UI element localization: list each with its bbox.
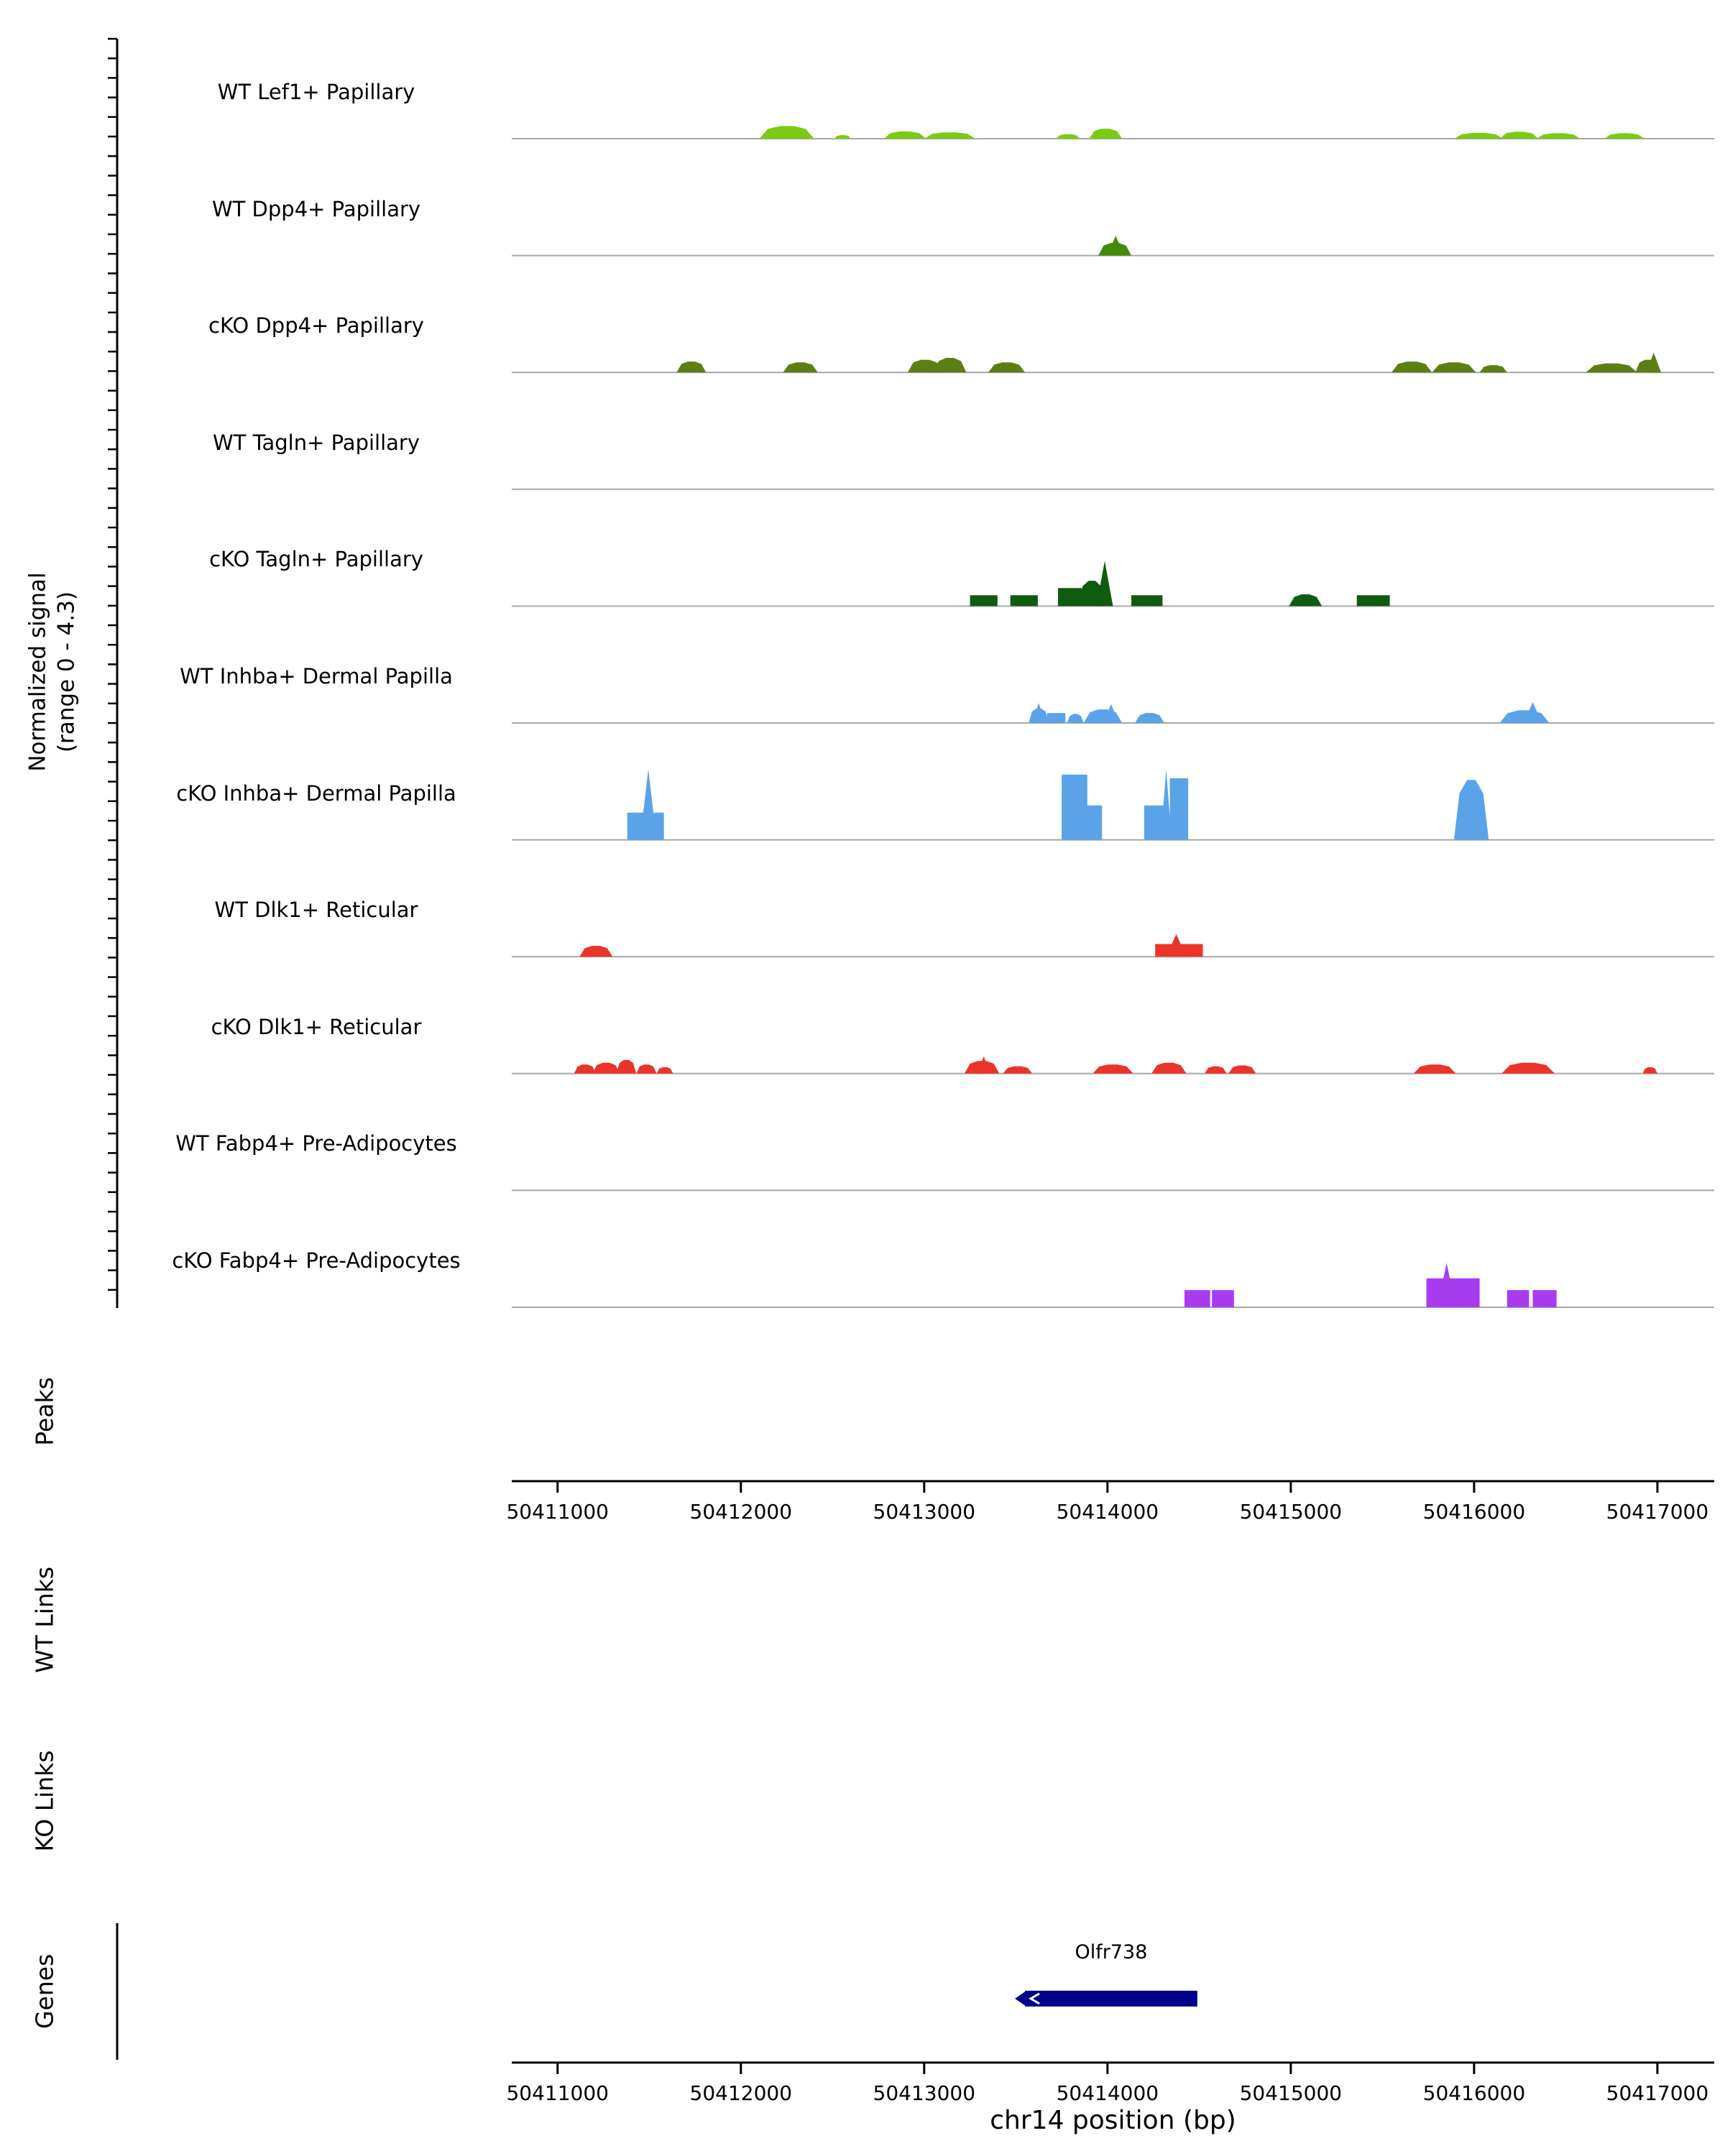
- track-label-4: WT Tagln+ Papillary: [212, 430, 420, 455]
- signal-peak: [1056, 134, 1080, 139]
- track-label-9: cKO Dlk1+ Reticular: [211, 1014, 422, 1039]
- signal-peak: [1103, 704, 1119, 723]
- signal-peak: [1413, 1064, 1456, 1074]
- signal-peak: [1151, 1062, 1187, 1074]
- signal-peak: [640, 769, 657, 840]
- track-label-8: WT Dlk1+ Reticular: [214, 898, 418, 923]
- signal-peak: [1010, 595, 1038, 607]
- signal-peak: [1062, 774, 1087, 840]
- signal-peak: [1135, 713, 1164, 723]
- signal-peak: [1506, 1290, 1530, 1307]
- signal-peak: [1003, 1066, 1033, 1074]
- signal-peak: [1096, 561, 1113, 607]
- signal-peak: [1092, 1064, 1133, 1074]
- signal-peak: [1479, 365, 1507, 373]
- section-label-genes: Genes: [30, 1953, 59, 2030]
- signal-peak: [574, 1064, 597, 1074]
- gene-strand-chevron: [1029, 1992, 1040, 2005]
- track-label-10: WT Fabp4+ Pre-Adipocytes: [175, 1131, 457, 1156]
- signal-peak: [1144, 805, 1164, 840]
- genomic-tick-label: 50416000: [1423, 2081, 1526, 2105]
- genomic-tick-label: 50411000: [506, 2081, 609, 2105]
- genomic-tick-label: 50411000: [506, 1500, 609, 1524]
- signal-peak: [1532, 1290, 1557, 1307]
- signal-peak: [1642, 1067, 1657, 1074]
- track-label-6: WT Inhba+ Dermal Papilla: [180, 664, 453, 688]
- signal-peak: [1205, 1066, 1227, 1074]
- signal-peak: [783, 362, 818, 373]
- signal-peak: [1392, 361, 1432, 373]
- signal-peak: [924, 132, 976, 139]
- signal-peak: [1085, 805, 1103, 840]
- gene-strand-arrow: [1015, 1991, 1027, 2007]
- signal-peak: [883, 131, 926, 139]
- signal-peak: [977, 1056, 990, 1074]
- signal-peak: [616, 1059, 637, 1074]
- signal-peak: [834, 135, 851, 139]
- genomic-tick-label: 50412000: [690, 1500, 793, 1524]
- signal-peak: [1437, 1263, 1456, 1307]
- genomic-tick-label: 50413000: [873, 1500, 976, 1524]
- signal-peak: [636, 1064, 657, 1074]
- signal-peak: [1586, 363, 1637, 373]
- signal-peak: [1169, 778, 1189, 840]
- signal-peak: [907, 359, 943, 373]
- y-axis-label-line1: Normalized signal: [24, 572, 51, 772]
- gene-body: [1025, 1991, 1197, 2007]
- genomic-tick-label: 50414000: [1057, 1500, 1159, 1524]
- signal-peak: [592, 1062, 620, 1074]
- signal-peak: [1523, 702, 1542, 723]
- signal-peak: [1499, 132, 1539, 139]
- signal-peak: [1160, 769, 1172, 840]
- signal-peak: [1212, 1290, 1234, 1307]
- gene-name-label: Olfr738: [1075, 1941, 1147, 1963]
- genomic-tick-label: 50412000: [690, 2081, 793, 2105]
- signal-peak: [1067, 714, 1084, 723]
- signal-peak: [759, 126, 814, 139]
- x-axis-title: chr14 position (bp): [990, 2106, 1236, 2135]
- signal-peak: [1046, 713, 1066, 723]
- signal-peak: [1184, 1290, 1210, 1307]
- signal-peak: [579, 946, 613, 957]
- signal-peak: [1501, 1062, 1555, 1074]
- genomic-tick-label: 50415000: [1240, 1500, 1343, 1524]
- genomic-tick-label: 50416000: [1423, 1500, 1526, 1524]
- signal-peak: [988, 362, 1026, 373]
- signal-peak: [1356, 595, 1390, 607]
- signal-peak: [1646, 352, 1661, 373]
- genomic-tick-label: 50414000: [1057, 2081, 1159, 2105]
- track-label-11: cKO Fabp4+ Pre-Adipocytes: [172, 1248, 461, 1273]
- signal-peak: [1166, 934, 1187, 957]
- signal-peak: [1107, 235, 1124, 256]
- genomic-tick-label: 50415000: [1240, 2081, 1343, 2105]
- signal-peak: [1453, 132, 1504, 139]
- track-label-5: cKO Tagln+ Papillary: [209, 547, 423, 572]
- signal-peak: [1536, 133, 1581, 139]
- signal-peak: [676, 361, 707, 373]
- track-label-3: cKO Dpp4+ Papillary: [208, 313, 424, 338]
- signal-peak: [933, 358, 967, 373]
- signal-peak: [1604, 133, 1645, 139]
- signal-peak: [1453, 780, 1489, 840]
- signal-peak: [1432, 362, 1476, 373]
- signal-peak: [1089, 129, 1123, 139]
- section-label-wt-links: WT Links: [30, 1566, 59, 1674]
- genomic-tick-label: 50417000: [1606, 1500, 1709, 1524]
- signal-peak: [1131, 595, 1163, 607]
- signal-peak: [1032, 703, 1046, 723]
- track-label-7: cKO Inhba+ Dermal Papilla: [176, 780, 456, 806]
- signal-peak: [656, 1067, 673, 1074]
- signal-peak: [1058, 588, 1082, 607]
- section-label-peaks: Peaks: [30, 1377, 59, 1446]
- section-label-ko-links: KO Links: [30, 1750, 59, 1852]
- track-label-2: WT Dpp4+ Papillary: [211, 196, 421, 221]
- signal-peak: [1228, 1065, 1256, 1074]
- track-label-1: WT Lef1+ Papillary: [217, 80, 415, 104]
- genomic-tick-label: 50417000: [1606, 2081, 1709, 2105]
- signal-peak: [1289, 594, 1322, 607]
- genomic-tick-label: 50413000: [873, 2081, 976, 2105]
- signal-peak: [970, 595, 998, 607]
